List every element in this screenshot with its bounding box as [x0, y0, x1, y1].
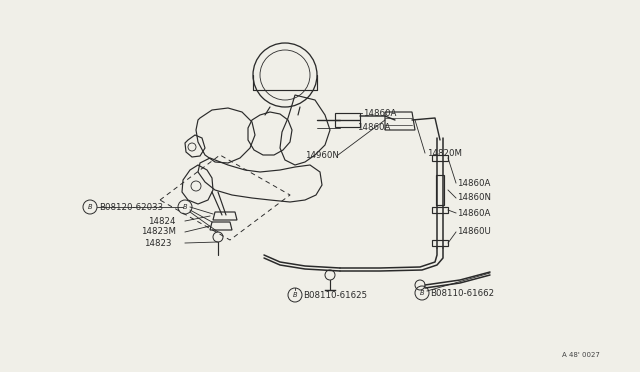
Text: 14860A: 14860A [363, 109, 396, 118]
Text: B: B [292, 292, 297, 298]
Text: B08120-62033: B08120-62033 [99, 202, 163, 212]
Text: 14860A: 14860A [457, 179, 490, 187]
Text: B: B [420, 290, 424, 296]
Text: 14860U: 14860U [457, 228, 491, 237]
Text: B: B [183, 204, 188, 210]
Text: 14860A: 14860A [357, 122, 390, 131]
Text: 14824: 14824 [148, 217, 175, 225]
Text: 14860N: 14860N [457, 193, 491, 202]
Text: 14823M: 14823M [141, 228, 176, 237]
Text: B08110-61625: B08110-61625 [303, 291, 367, 299]
Text: B08110-61662: B08110-61662 [430, 289, 494, 298]
Text: 14823: 14823 [144, 238, 172, 247]
Text: 14820M: 14820M [427, 148, 462, 157]
Text: 14960N: 14960N [305, 151, 339, 160]
Text: A 48' 0027: A 48' 0027 [562, 352, 600, 358]
Text: 14860A: 14860A [457, 208, 490, 218]
Text: B: B [88, 204, 92, 210]
